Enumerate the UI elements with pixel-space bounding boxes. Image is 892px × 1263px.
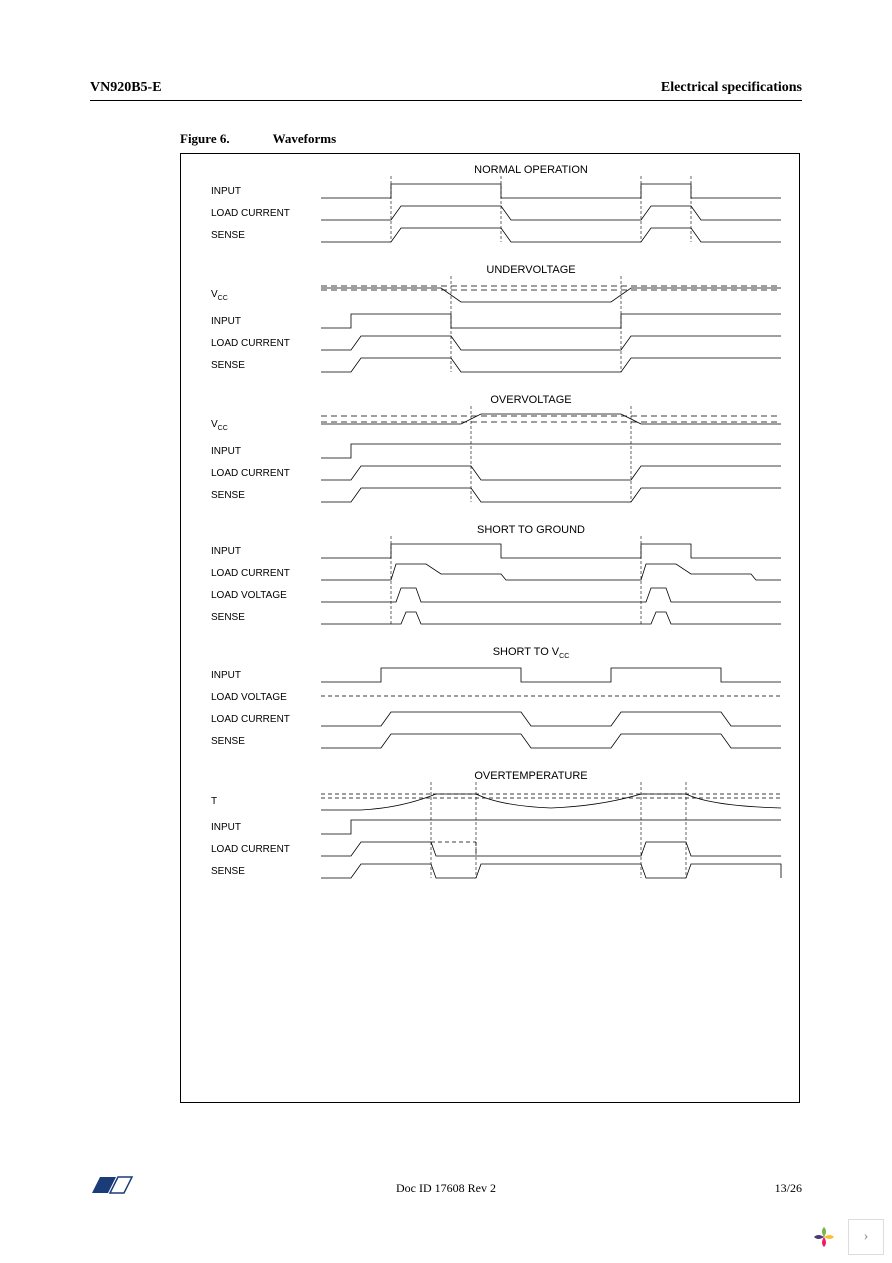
- signal-label: SENSE: [181, 490, 321, 501]
- signal-label: LOAD VOLTAGE: [181, 692, 321, 703]
- waveform: [321, 606, 799, 628]
- waveform: [321, 584, 799, 606]
- signal-label: LOAD CURRENT: [181, 338, 321, 349]
- signal-label: SENSE: [181, 230, 321, 241]
- signal-label: LOAD CURRENT: [181, 714, 321, 725]
- signal-label: LOAD VOLTAGE: [181, 590, 321, 601]
- waveform: [321, 816, 799, 838]
- signal-label: VCC: [181, 419, 321, 432]
- doc-id: Doc ID 17608 Rev 2: [396, 1181, 496, 1196]
- waveform-section: UNDERVOLTAGE VCC INPUT LOAD CURRENT SENSE: [181, 264, 799, 376]
- signal-label: INPUT: [181, 316, 321, 327]
- signal-row: LOAD CURRENT: [181, 562, 799, 584]
- signal-row: LOAD CURRENT: [181, 462, 799, 484]
- waveform: [321, 462, 799, 484]
- waveform: [321, 686, 799, 708]
- header-right: Electrical specifications: [661, 80, 802, 96]
- signal-row: SENSE: [181, 860, 799, 882]
- signal-row: T: [181, 786, 799, 816]
- signal-label: LOAD CURRENT: [181, 468, 321, 479]
- waveform: [321, 484, 799, 506]
- signal-label: INPUT: [181, 446, 321, 457]
- waveform: [321, 202, 799, 224]
- signal-label: SENSE: [181, 360, 321, 371]
- figure-number: Figure 6.: [180, 131, 230, 146]
- waveform: [321, 310, 799, 332]
- waveform-section: NORMAL OPERATION INPUT LOAD CURRENT SENSE: [181, 164, 799, 246]
- figure-title: Waveforms: [273, 131, 337, 146]
- signal-row: VCC: [181, 280, 799, 310]
- signal-row: LOAD CURRENT: [181, 708, 799, 730]
- signal-row: LOAD CURRENT: [181, 332, 799, 354]
- waveform: [321, 708, 799, 730]
- waveform: [321, 332, 799, 354]
- signal-row: INPUT: [181, 664, 799, 686]
- signal-label: INPUT: [181, 670, 321, 681]
- signal-row: INPUT: [181, 180, 799, 202]
- signal-label: SENSE: [181, 612, 321, 623]
- signal-row: SENSE: [181, 730, 799, 752]
- signal-label: VCC: [181, 289, 321, 302]
- page-header: VN920B5-E Electrical specifications: [90, 80, 802, 101]
- waveform: [321, 280, 799, 310]
- waveform: [321, 180, 799, 202]
- signal-row: INPUT: [181, 816, 799, 838]
- waveform-section: OVERTEMPERATURE T INPUT LOAD CURRENT SENSE: [181, 770, 799, 882]
- signal-label: LOAD CURRENT: [181, 568, 321, 579]
- waveform: [321, 730, 799, 752]
- signal-label: LOAD CURRENT: [181, 208, 321, 219]
- waveform-section: OVERVOLTAGE VCC INPUT LOAD CURRENT SENSE: [181, 394, 799, 506]
- signal-row: SENSE: [181, 224, 799, 246]
- signal-row: SENSE: [181, 484, 799, 506]
- next-page-button[interactable]: ›: [848, 1219, 884, 1255]
- waveform: [321, 786, 799, 816]
- signal-row: INPUT: [181, 310, 799, 332]
- section-title: UNDERVOLTAGE: [331, 264, 731, 276]
- waveform: [321, 224, 799, 246]
- figure-box: NORMAL OPERATIONINPUTLOAD CURRENTSENSEUN…: [180, 153, 800, 1103]
- signal-row: LOAD VOLTAGE: [181, 584, 799, 606]
- section-title: SHORT TO VCC: [331, 646, 731, 660]
- signal-label: T: [181, 796, 321, 807]
- waveform: [321, 860, 799, 882]
- header-left: VN920B5-E: [90, 80, 162, 96]
- chevron-right-icon: ›: [864, 1229, 869, 1245]
- signal-row: SENSE: [181, 354, 799, 376]
- waveform: [321, 838, 799, 860]
- section-title: OVERVOLTAGE: [331, 394, 731, 406]
- figure-caption: Figure 6. Waveforms: [180, 131, 802, 147]
- signal-row: SENSE: [181, 606, 799, 628]
- signal-row: INPUT: [181, 440, 799, 462]
- section-title: OVERTEMPERATURE: [331, 770, 731, 782]
- waveform-section: SHORT TO VCC INPUT LOAD VOLTAGE LOAD CURREN…: [181, 646, 799, 752]
- flower-icon: [806, 1219, 842, 1255]
- signal-row: LOAD CURRENT: [181, 202, 799, 224]
- waveform: [321, 440, 799, 462]
- section-title: NORMAL OPERATION: [331, 164, 731, 176]
- waveform: [321, 354, 799, 376]
- signal-row: INPUT: [181, 540, 799, 562]
- section-title: SHORT TO GROUND: [331, 524, 731, 536]
- signal-label: INPUT: [181, 546, 321, 557]
- signal-label: INPUT: [181, 186, 321, 197]
- waveform-section: SHORT TO GROUND INPUT LOAD CURRENT LOAD VOL…: [181, 524, 799, 628]
- waveform: [321, 410, 799, 440]
- page-content: VN920B5-E Electrical specifications Figu…: [0, 0, 892, 1163]
- st-logo: [90, 1173, 134, 1203]
- signal-row: LOAD CURRENT: [181, 838, 799, 860]
- signal-label: LOAD CURRENT: [181, 844, 321, 855]
- waveform: [321, 562, 799, 584]
- signal-row: LOAD VOLTAGE: [181, 686, 799, 708]
- signal-label: INPUT: [181, 822, 321, 833]
- page-footer: Doc ID 17608 Rev 2 13/26: [90, 1173, 802, 1203]
- signal-label: SENSE: [181, 866, 321, 877]
- waveform: [321, 540, 799, 562]
- signal-row: VCC: [181, 410, 799, 440]
- waveform: [321, 664, 799, 686]
- signal-label: SENSE: [181, 736, 321, 747]
- page-number: 13/26: [775, 1181, 802, 1196]
